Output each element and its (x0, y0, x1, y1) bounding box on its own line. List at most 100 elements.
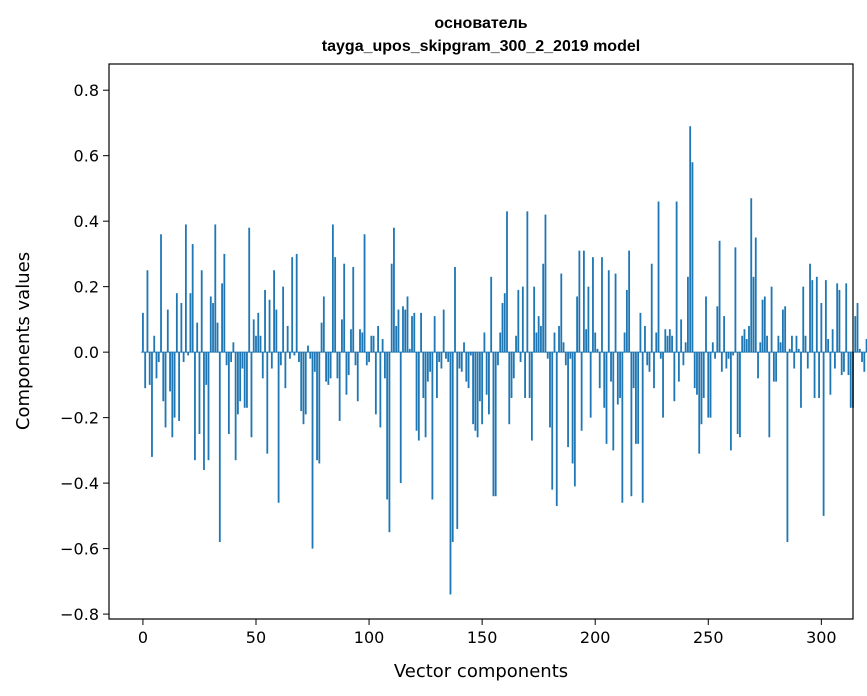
bar (223, 253, 226, 353)
bar (682, 352, 685, 366)
bar (316, 352, 318, 461)
bar (171, 352, 174, 438)
bar (664, 329, 667, 353)
bar (230, 352, 233, 362)
x-axis-label: Vector components (394, 661, 568, 682)
bar (469, 352, 472, 356)
y-axis-label: Components values (13, 252, 34, 430)
bar (345, 352, 348, 395)
bar (806, 352, 809, 369)
bar (221, 283, 223, 353)
bar (526, 211, 529, 353)
bar (822, 352, 825, 516)
bar (829, 352, 832, 395)
bar (693, 352, 696, 389)
bar (420, 312, 422, 353)
bar (666, 335, 669, 353)
bar (743, 329, 746, 353)
bar (605, 352, 608, 444)
bar (800, 352, 802, 408)
bar (377, 325, 380, 353)
bar (157, 352, 160, 362)
bar (386, 352, 389, 500)
bar (567, 352, 569, 448)
bar (449, 352, 452, 595)
x-tick-label: 100 (354, 628, 385, 647)
bar (383, 352, 386, 379)
bar (424, 352, 427, 438)
bar (397, 309, 400, 353)
bar (304, 352, 307, 415)
bar (623, 332, 626, 353)
bar (327, 352, 330, 385)
bar (528, 352, 531, 398)
bar (368, 352, 370, 362)
bar (298, 352, 300, 362)
y-tick-label: −0.2 (60, 409, 99, 428)
bar (729, 352, 732, 451)
bar (573, 352, 576, 487)
bar (702, 352, 705, 398)
bar (551, 352, 554, 490)
bar (562, 342, 565, 353)
bar (456, 352, 459, 529)
bar (189, 293, 192, 353)
bar (662, 352, 664, 418)
bar (331, 224, 334, 353)
bar (610, 352, 612, 382)
y-tick-label: 0.8 (74, 81, 99, 100)
bar (619, 352, 621, 398)
bar (628, 250, 631, 353)
bar (772, 352, 775, 382)
bar (786, 352, 789, 543)
bar (582, 250, 585, 353)
bar (781, 309, 784, 353)
bar (148, 352, 151, 385)
bar (372, 335, 375, 353)
bar (307, 345, 309, 353)
bar (388, 352, 391, 533)
bar (535, 332, 538, 353)
bar (279, 352, 282, 366)
bar (530, 352, 533, 441)
bar (194, 352, 196, 461)
bar (209, 296, 212, 353)
bar (836, 283, 839, 353)
bar (465, 352, 468, 382)
bar (838, 289, 841, 353)
bar (334, 257, 337, 353)
bar (268, 299, 271, 353)
bar (720, 352, 723, 372)
bar (144, 352, 147, 389)
bar (142, 312, 144, 353)
bar (406, 296, 409, 353)
bar (232, 342, 235, 353)
y-tick-label: −0.8 (60, 605, 99, 624)
bar (438, 352, 441, 362)
bar (408, 348, 411, 353)
bar (212, 303, 214, 353)
bar (791, 335, 793, 353)
bar (155, 352, 158, 379)
bar (178, 352, 181, 421)
bar (352, 267, 355, 353)
bar (270, 352, 273, 369)
x-tick-label: 250 (693, 628, 724, 647)
bar (752, 276, 755, 353)
bar (797, 348, 800, 353)
bar (422, 352, 425, 398)
bar (293, 352, 296, 356)
bar (451, 352, 454, 543)
bar (630, 352, 633, 497)
bar (723, 316, 726, 353)
bar (761, 299, 764, 353)
bar (322, 296, 325, 353)
bar (820, 303, 823, 353)
bar (160, 234, 162, 353)
bar (856, 303, 859, 353)
bar (644, 325, 646, 353)
bar (827, 339, 830, 353)
bar (517, 289, 520, 353)
bar (587, 286, 590, 353)
bar (151, 352, 153, 457)
